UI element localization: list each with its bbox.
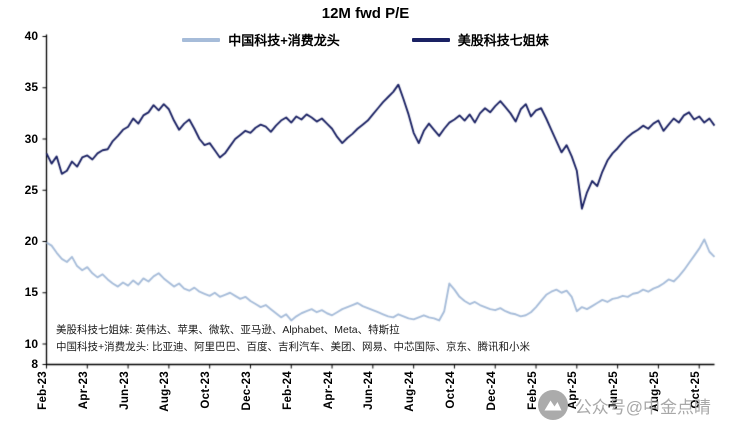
y-tick-label: 8	[31, 357, 38, 371]
x-tick-label: Apr-23	[77, 371, 90, 410]
legend-item-us: 美股科技七姐妹	[411, 30, 549, 49]
x-tick-label: Feb-25	[526, 371, 539, 410]
y-tick-label: 10	[24, 336, 38, 351]
y-tick-label: 30	[24, 131, 38, 146]
y-tick-label: 25	[24, 182, 38, 197]
legend-label-china: 中国科技+消费龙头	[228, 33, 340, 48]
legend-item-china: 中国科技+消费龙头	[182, 30, 340, 49]
x-tick-label: Apr-24	[322, 371, 335, 410]
y-tick-label: 35	[24, 80, 38, 95]
y-tick-label: 40	[24, 29, 38, 43]
x-tick-label: Jun-24	[363, 371, 376, 410]
x-tick-label: Feb-24	[281, 371, 294, 410]
x-tick-label: Jun-23	[118, 371, 131, 410]
x-tick-label: Dec-23	[240, 371, 253, 411]
x-tick-label: Aug-24	[404, 371, 417, 412]
watermark: 公众号@中金点睛	[537, 390, 711, 420]
x-tick-label: Oct-24	[444, 371, 457, 409]
x-tick-label: Dec-24	[485, 371, 498, 411]
x-tick-label: Oct-23	[200, 371, 213, 409]
legend-label-us: 美股科技七姐妹	[457, 33, 549, 48]
legend: 中国科技+消费龙头 美股科技七姐妹	[0, 30, 731, 49]
y-tick-label: 20	[24, 234, 38, 248]
watermark-text: 公众号@中金点睛	[574, 397, 711, 417]
footnote-us-constituents: 美股科技七姐妹: 英伟达、苹果、微软、亚马逊、Alphabet、Meta、特斯拉	[56, 324, 400, 336]
y-tick-label: 15	[24, 285, 38, 300]
footnote-china-constituents: 中国科技+消费龙头: 比亚迪、阿里巴巴、百度、吉利汽车、美团、网易、中芯国际、京…	[56, 341, 530, 353]
cicc-logo-icon	[537, 390, 568, 420]
china-line-swatch	[182, 37, 221, 42]
x-tick-label: Aug-23	[159, 371, 172, 412]
us-line-swatch	[411, 37, 450, 42]
chart-footnotes: 美股科技七姐妹: 英伟达、苹果、微软、亚马逊、Alphabet、Meta、特斯拉…	[56, 322, 530, 356]
chart-title: 12M fwd P/E	[321, 5, 410, 22]
x-tick-label: Feb-23	[37, 371, 49, 410]
